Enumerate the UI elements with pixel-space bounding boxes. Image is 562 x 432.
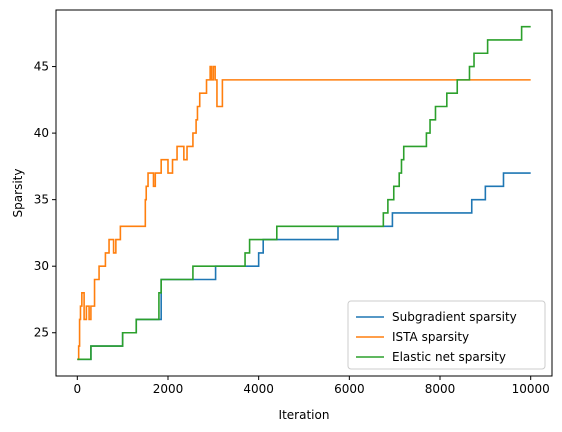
y-tick-label: 35 — [34, 193, 49, 207]
series-line-2 — [77, 65, 531, 361]
legend-label-2: ISTA sparsity — [392, 330, 469, 344]
x-tick-label: 0 — [73, 382, 81, 396]
x-tick-label: 2000 — [153, 382, 184, 396]
x-axis-label: Iteration — [279, 408, 330, 422]
series-line-3 — [77, 25, 531, 361]
y-axis-ticks: 25 30 35 40 45 — [34, 60, 56, 340]
legend-box — [347, 300, 546, 370]
x-tick-label: 4000 — [243, 382, 274, 396]
x-tick-label: 8000 — [425, 382, 456, 396]
x-tick-label: 6000 — [334, 382, 365, 396]
plot-frame — [55, 9, 553, 377]
y-tick-label: 25 — [34, 326, 49, 340]
legend: Subgradient sparsity ISTA sparsity Elastic… — [347, 300, 546, 370]
legend-label-1: Subgradient sparsity — [392, 310, 517, 324]
series-layer — [77, 25, 531, 361]
y-tick-label: 30 — [34, 259, 49, 273]
x-axis-ticks: 0 2000 4000 6000 8000 10000 — [73, 376, 550, 396]
legend-label-3: Elastic net sparsity — [392, 350, 506, 364]
y-tick-label: 45 — [34, 60, 49, 74]
x-tick-label: 10000 — [512, 382, 550, 396]
y-tick-label: 40 — [34, 126, 49, 140]
y-axis-label: Sparsity — [11, 169, 25, 218]
